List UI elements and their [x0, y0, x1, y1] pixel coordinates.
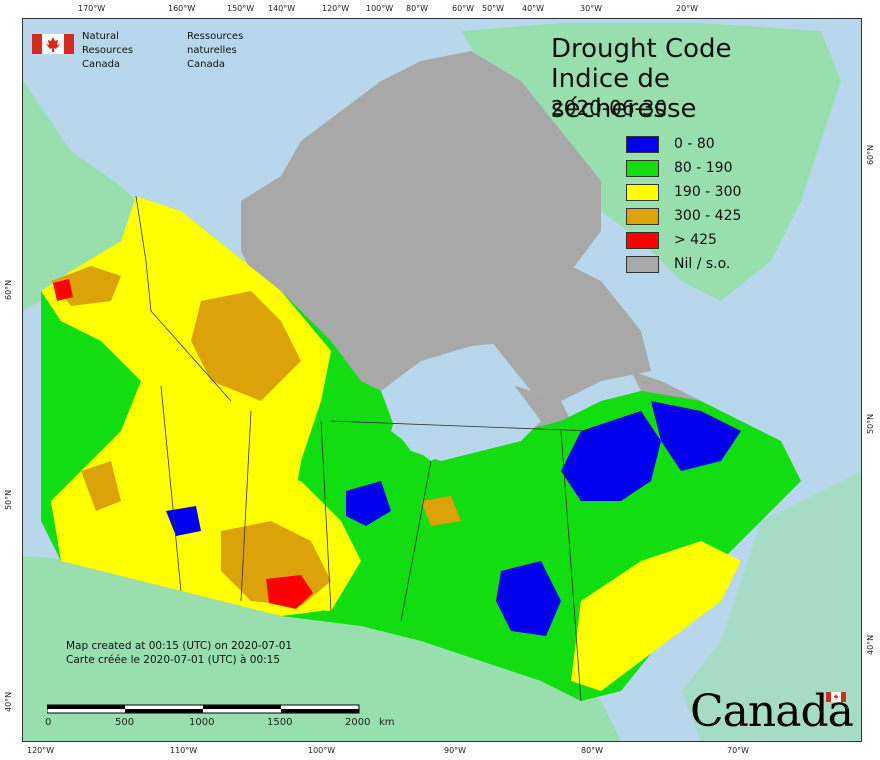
top-tick: 50°W	[482, 4, 505, 13]
map-date: 2020-06-30	[551, 96, 668, 120]
bottom-tick: 80°W	[581, 746, 604, 755]
ontario-orange	[421, 496, 461, 526]
legend-swatch	[626, 256, 659, 273]
wordmark-flag-icon	[826, 692, 846, 702]
legend-item: Nil / s.o.	[626, 254, 826, 276]
map-title-en: Drought Code	[551, 34, 732, 64]
right-tick: 40°N	[866, 634, 875, 655]
yukon-red	[53, 279, 73, 301]
left-tick: 60°N	[4, 279, 13, 300]
prairie-red	[266, 575, 313, 609]
right-tick: 60°N	[866, 144, 875, 165]
right-tick: 50°N	[866, 413, 875, 434]
legend-swatch	[626, 232, 659, 249]
left-tick: 50°N	[4, 489, 13, 510]
agency-fr-line2: Canada	[187, 59, 226, 70]
legend-label: 0 - 80	[674, 136, 715, 152]
top-tick: 160°W	[168, 4, 196, 13]
bottom-tick: 110°W	[170, 746, 198, 755]
province-borders	[135, 195, 592, 702]
legend-item: 0 - 80	[626, 134, 826, 156]
top-tick: 60°W	[452, 4, 475, 13]
map-title-fr: Indice de sécheresse	[551, 64, 697, 124]
legend-label: 300 - 425	[674, 208, 742, 224]
legend-item: > 425	[626, 230, 826, 252]
map-canvas	[22, 18, 862, 742]
credit-fr: Carte créée le 2020-07-01 (UTC) à 00:15	[66, 654, 281, 666]
agency-fr-line1: Ressources naturelles	[187, 31, 244, 56]
legend-swatch	[626, 160, 659, 177]
top-tick: 30°W	[580, 4, 603, 13]
top-tick: 20°W	[676, 4, 699, 13]
legend-swatch	[626, 136, 659, 153]
agency-en-line2: Canada	[82, 59, 121, 70]
quebec-blue	[561, 411, 661, 501]
scale-label: 0	[45, 717, 52, 728]
agency-en-line1: Natural Resources	[82, 31, 134, 56]
canada-flag-icon	[32, 34, 74, 54]
scale-label: 1500	[267, 717, 293, 728]
top-tick: 100°W	[366, 4, 394, 13]
scale-label: 2000	[345, 717, 371, 728]
hudson-bay	[381, 361, 541, 461]
maritime-yellow	[571, 541, 741, 691]
manitoba-blue	[346, 481, 391, 526]
legend-swatch	[626, 184, 659, 201]
bottom-tick: 100°W	[308, 746, 336, 755]
scale-label: 500	[115, 717, 135, 728]
legend-item: 300 - 425	[626, 206, 826, 228]
top-tick: 40°W	[522, 4, 545, 13]
top-tick: 170°W	[78, 4, 106, 13]
scale-unit: km	[379, 717, 395, 728]
nwt-orange	[191, 291, 301, 401]
legend-label: Nil / s.o.	[674, 256, 731, 272]
scale-bar: 0 500 1000 1500 2000 km	[45, 703, 407, 735]
labrador-blue	[651, 401, 741, 471]
bc-orange	[81, 461, 121, 511]
top-tick: 80°W	[406, 4, 429, 13]
bottom-tick: 120°W	[27, 746, 55, 755]
top-tick: 150°W	[227, 4, 255, 13]
scale-label: 1000	[189, 717, 215, 728]
legend-swatch	[626, 208, 659, 225]
atlantic-east-land	[681, 471, 861, 741]
top-tick: 120°W	[322, 4, 350, 13]
top-tick: 140°W	[268, 4, 296, 13]
usa-land	[23, 556, 621, 741]
legend-item: 190 - 300	[626, 182, 826, 204]
agency-name-en: Natural Resources Canada	[82, 30, 133, 72]
legend-label: 80 - 190	[674, 160, 733, 176]
credit-en: Map created at 00:15 (UTC) on 2020-07-01	[66, 640, 293, 652]
baffin-island	[461, 251, 651, 401]
bottom-tick: 90°W	[444, 746, 467, 755]
bottom-tick: 70°W	[727, 746, 750, 755]
left-tick: 40°N	[4, 691, 13, 712]
scale-bar-graphic	[46, 704, 360, 714]
legend-label: 190 - 300	[674, 184, 742, 200]
legend-label: > 425	[674, 232, 717, 248]
agency-name-fr: Ressources naturelles Canada	[187, 30, 243, 72]
ontario-blue	[496, 561, 561, 636]
map-svg	[23, 23, 861, 741]
legend-item: 80 - 190	[626, 158, 826, 180]
